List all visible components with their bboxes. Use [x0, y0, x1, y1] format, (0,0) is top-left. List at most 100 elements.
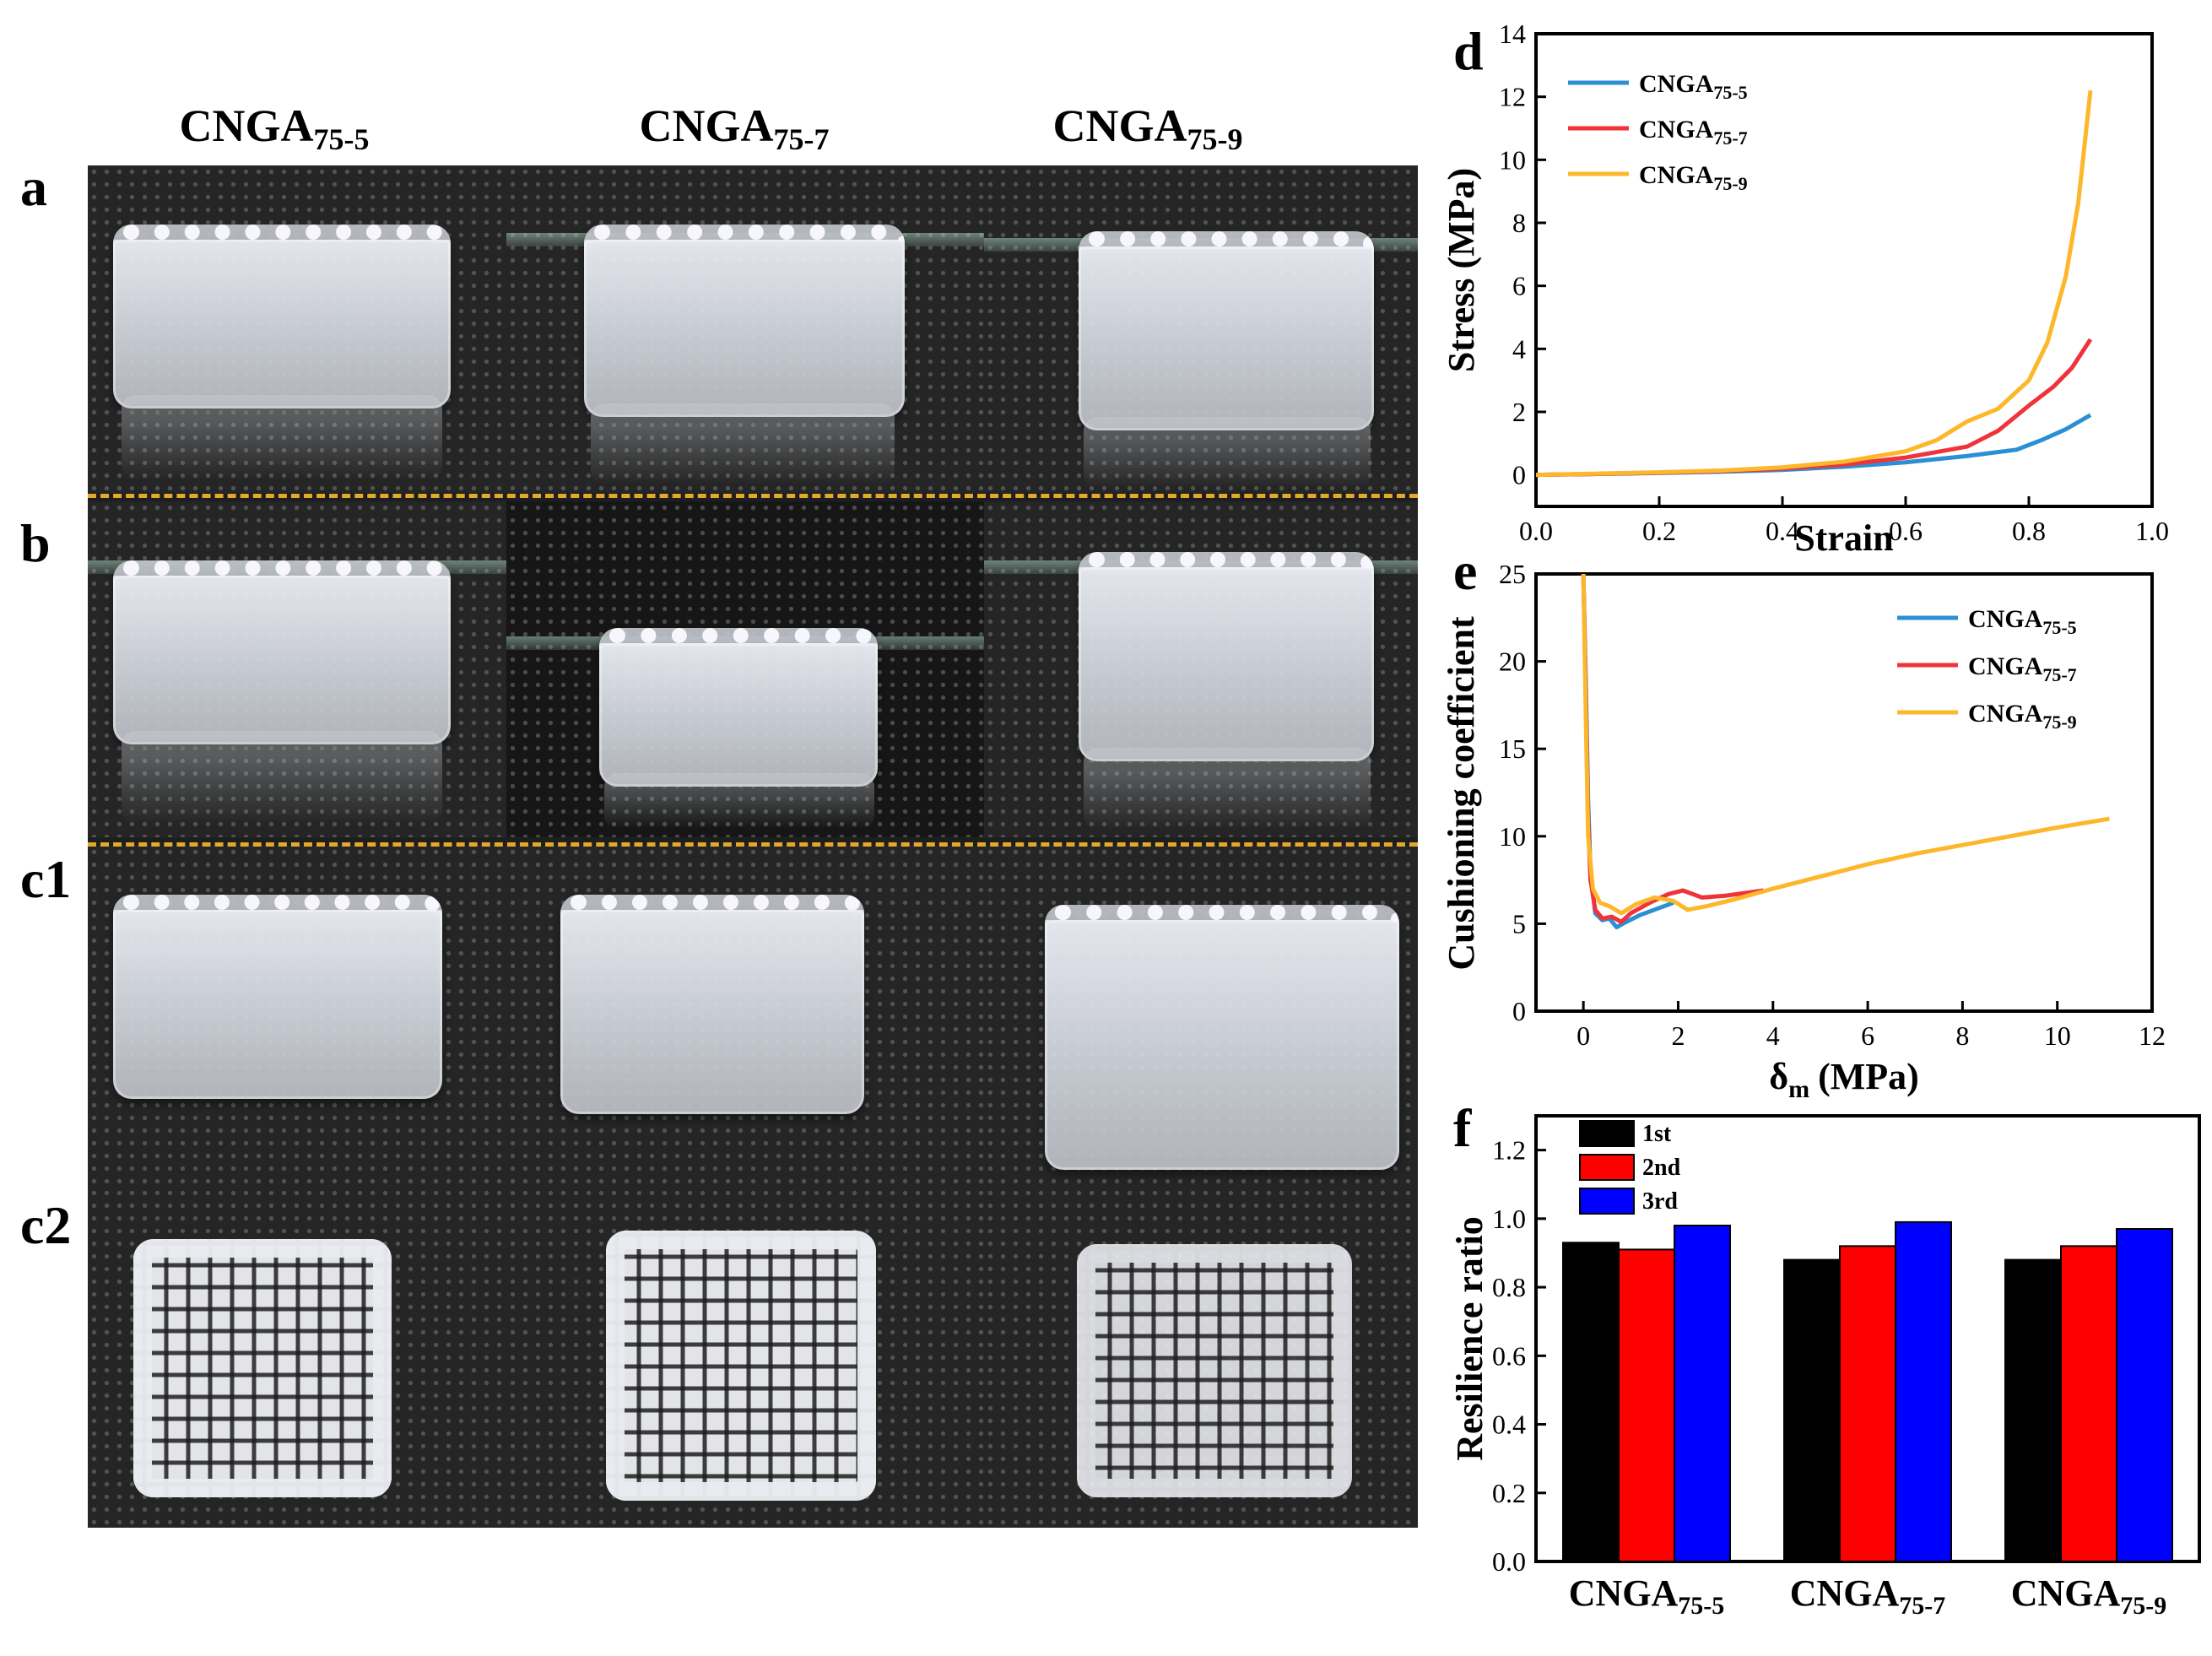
bar-1st-3 [2004, 1258, 2062, 1562]
row-label-b: b [20, 513, 51, 573]
y-tick-label: 4 [1512, 333, 1526, 364]
bar-2nd-3 [2060, 1245, 2117, 1563]
legend-label-3: CNGA75-9 [1968, 700, 2077, 733]
y-tick-label: 2 [1512, 397, 1526, 427]
plot-frame-e [1534, 572, 2154, 1013]
sample-top-view [606, 1231, 876, 1501]
photo-b-75-9 [984, 501, 1418, 837]
y-tick-label: 0.8 [1492, 1272, 1526, 1302]
y-tick-label: 8 [1512, 208, 1526, 238]
reflection [1084, 417, 1371, 488]
legend-label-2nd: 2nd [1642, 1155, 1681, 1181]
reflection [604, 773, 874, 829]
chart-f: f 0.0 0.2 0.4 0.6 0.8 1.0 1.2 CNGA75-5 CNGA75-7 C… [1449, 1098, 2201, 1620]
photo-a-75-9 [984, 165, 1418, 493]
reflection [1084, 748, 1371, 829]
chart-e: e 0 2 4 6 8 10 12 0 5 10 15 20 25 CNGA75-5 CNGA75-7 CN… [1441, 541, 2166, 1103]
legend-swatch-1st [1579, 1120, 1635, 1147]
y-tick-label: 0.4 [1492, 1410, 1526, 1440]
reflection [591, 403, 895, 484]
bar-2nd-1 [1618, 1248, 1675, 1563]
photo-c1-75-5 [88, 846, 506, 1187]
x-category-label-1: CNGA75-5 [1569, 1572, 1725, 1620]
y-axis-label-e: Cushioning coefficient [1441, 616, 1482, 971]
photo-c2-75-7 [506, 1187, 984, 1528]
plot-frame-d [1534, 32, 2154, 508]
y-axis-label-d: Stress (MPa) [1441, 168, 1482, 372]
sample [1045, 905, 1399, 1170]
x-tick-label: 12 [2139, 1020, 2166, 1051]
legend-swatch-2nd [1579, 1154, 1635, 1181]
series-line-e-2 [1581, 573, 1764, 924]
panel-label-f: f [1453, 1098, 1472, 1158]
sample [113, 895, 442, 1099]
divider-dashed-2 [88, 842, 1418, 847]
x-tick-label: 4 [1766, 1020, 1780, 1051]
y-tick-label: 5 [1512, 908, 1526, 939]
x-tick-label: 10 [2044, 1020, 2071, 1051]
photo-grid [88, 165, 1418, 1528]
photo-c2-75-9 [984, 1187, 1418, 1528]
legend-label-1: CNGA75-5 [1968, 605, 2077, 638]
y-tick-label: 12 [1499, 82, 1526, 112]
x-axis-label-e: δm (MPa) [1769, 1056, 1919, 1103]
bar-1st-1 [1562, 1242, 1620, 1563]
legend-swatch-3rd [1579, 1188, 1635, 1215]
y-axis-label-f: Resilience ratio [1449, 1216, 1490, 1461]
x-category-label-3: CNGA75-9 [2011, 1572, 2167, 1620]
row-label-c2: c2 [20, 1195, 72, 1255]
sample [599, 628, 878, 787]
bar-1st-2 [1783, 1258, 1841, 1562]
photo-a-75-7 [506, 165, 984, 493]
x-tick-label: 0.4 [1766, 516, 1799, 546]
sample-top-view [133, 1239, 392, 1497]
y-tick-label: 25 [1499, 559, 1526, 589]
bar-2nd-2 [1839, 1245, 1896, 1563]
legend-label-1: CNGA75-5 [1639, 70, 1748, 103]
sample-top-view [1077, 1244, 1352, 1497]
y-tick-label: 15 [1499, 733, 1526, 764]
y-tick-label: 0.6 [1492, 1340, 1526, 1371]
reflection [122, 731, 442, 824]
photo-c1-75-9 [984, 846, 1418, 1187]
sample [1079, 552, 1374, 761]
series-line-d-3 [1535, 89, 2093, 478]
legend-label-3rd: 3rd [1642, 1188, 1678, 1215]
x-axis-label-d: Strain [1794, 517, 1893, 559]
sample [113, 560, 451, 744]
x-tick-label: 0.2 [1642, 516, 1676, 546]
photo-c2-75-5 [88, 1187, 506, 1528]
column-header-3: CNGA75-9 [1052, 100, 1243, 156]
x-tick-label: 0.6 [1889, 516, 1923, 546]
y-tick-label: 0.0 [1492, 1546, 1526, 1577]
y-tick-label: 0 [1512, 460, 1526, 490]
sample [560, 895, 864, 1114]
x-tick-label: 2 [1671, 1020, 1685, 1051]
y-tick-label: 10 [1499, 144, 1526, 175]
series-line-e-3 [1581, 573, 2110, 916]
x-tick-label: 1.0 [2135, 516, 2169, 546]
y-tick-label: 1.0 [1492, 1204, 1526, 1234]
series-line-e-1 [1581, 573, 1674, 930]
y-tick-label: 10 [1499, 821, 1526, 852]
x-tick-label: 0.8 [2012, 516, 2046, 546]
panel-label-d: d [1453, 21, 1484, 81]
x-tick-label: 8 [1955, 1020, 1969, 1051]
chart-d: d 0.0 0.2 0.4 0.6 0.8 1.0 0 2 4 6 8 10 12 14 CNGA75-5… [1441, 19, 2169, 559]
legend-label-2: CNGA75-7 [1968, 652, 2077, 685]
sample [113, 225, 451, 409]
panel-label-e: e [1453, 541, 1477, 601]
photo-a-75-5 [88, 165, 506, 493]
legend-label-1st: 1st [1642, 1121, 1672, 1147]
series-line-d-2 [1535, 338, 2093, 478]
x-category-label-2: CNGA75-7 [1790, 1572, 1946, 1620]
photo-b-75-5 [88, 501, 506, 837]
row-label-c1: c1 [20, 849, 72, 909]
bar-3rd-1 [1674, 1224, 1731, 1562]
sample [1079, 231, 1374, 430]
y-tick-label: 0 [1512, 996, 1526, 1026]
y-tick-label: 14 [1499, 19, 1526, 49]
y-tick-label: 6 [1512, 271, 1526, 301]
photo-c1-75-7 [506, 846, 984, 1187]
